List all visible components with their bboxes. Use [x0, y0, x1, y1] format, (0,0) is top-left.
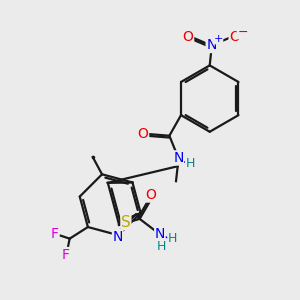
Text: S: S [121, 214, 131, 230]
Text: N: N [155, 227, 165, 241]
Text: O: O [229, 29, 240, 44]
Text: F: F [62, 248, 70, 262]
Text: O: O [138, 127, 148, 141]
Text: −: − [237, 26, 248, 39]
Text: H: H [186, 157, 195, 170]
Text: H: H [157, 240, 166, 253]
Text: N: N [206, 38, 217, 52]
Text: +: + [213, 34, 223, 44]
Text: F: F [51, 227, 59, 241]
Text: N: N [112, 230, 123, 244]
Text: N: N [173, 151, 184, 165]
Text: O: O [183, 29, 194, 44]
Text: O: O [146, 188, 156, 202]
Text: H: H [168, 232, 177, 245]
